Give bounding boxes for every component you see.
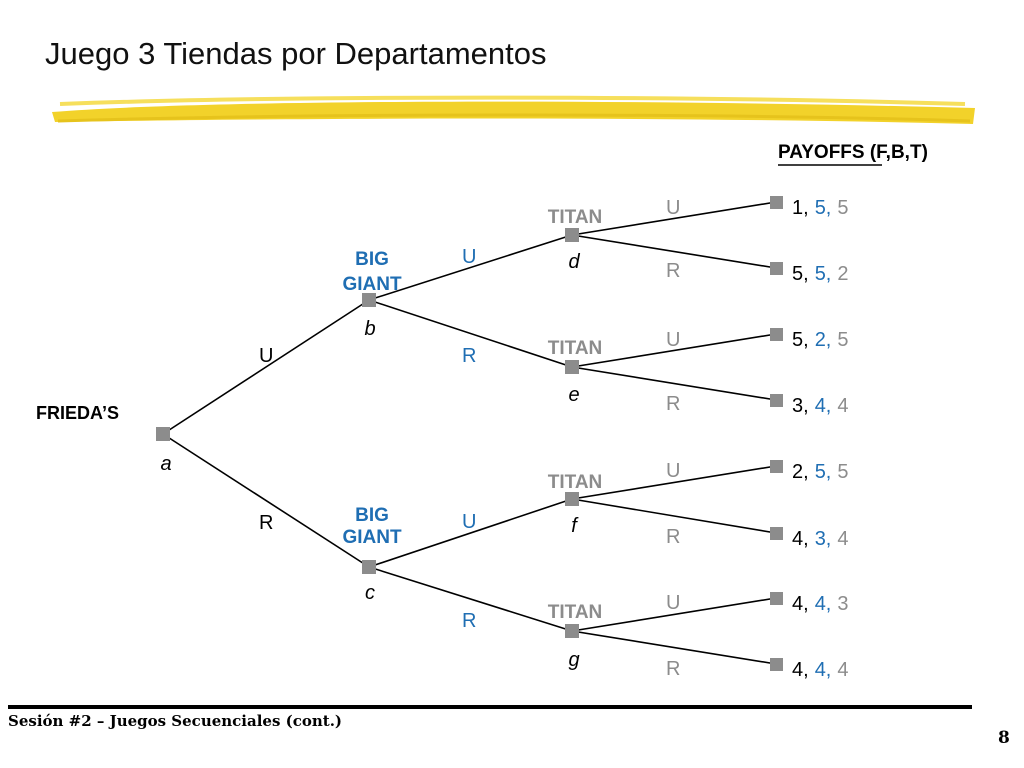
player-label-titan-e: TITAN bbox=[548, 338, 603, 359]
edge-g-t8 bbox=[571, 630, 777, 665]
player-label-big-giant-b-line2: GIANT bbox=[342, 274, 402, 295]
payoff-titan: 2 bbox=[837, 263, 848, 285]
payoff-frieda: 2, bbox=[792, 461, 809, 483]
edge-label-b-e: R bbox=[462, 345, 476, 367]
payoff-row: 3, 4, 4 bbox=[792, 395, 849, 417]
payoff-titan: 3 bbox=[837, 593, 848, 615]
player-label-big-giant-b-line1: BIG bbox=[355, 249, 389, 270]
payoff-big-giant: 4, bbox=[815, 659, 832, 681]
slide-title: Juego 3 Tiendas por Departamentos bbox=[45, 36, 547, 71]
edge-label-c-f: U bbox=[462, 511, 476, 533]
payoff-titan: 5 bbox=[837, 197, 848, 219]
edge-d-t2 bbox=[571, 234, 777, 269]
node-letter-g: g bbox=[568, 649, 579, 671]
player-label-titan-f: TITAN bbox=[548, 472, 603, 493]
terminal-node-1 bbox=[770, 196, 783, 209]
terminal-node-8 bbox=[770, 658, 783, 671]
node-letter-e: e bbox=[568, 384, 579, 406]
edge-c-f bbox=[368, 498, 573, 568]
node-b bbox=[362, 293, 376, 307]
terminal-node-5 bbox=[770, 460, 783, 473]
payoff-big-giant: 5, bbox=[815, 263, 832, 285]
payoff-big-giant: 4, bbox=[815, 593, 832, 615]
node-e bbox=[565, 360, 579, 374]
node-c bbox=[362, 560, 376, 574]
node-a bbox=[156, 427, 170, 441]
edge-label-c-g: R bbox=[462, 610, 476, 632]
node-letter-f: f bbox=[571, 515, 579, 537]
edge-label-e-1: U bbox=[666, 329, 680, 351]
node-letter-a: a bbox=[160, 453, 171, 475]
page-number: 8 bbox=[998, 728, 1010, 748]
node-g bbox=[565, 624, 579, 638]
node-letter-d: d bbox=[568, 251, 580, 273]
payoff-row: 2, 5, 5 bbox=[792, 461, 849, 483]
terminal-node-7 bbox=[770, 592, 783, 605]
edge-label-d-1: U bbox=[666, 197, 680, 219]
payoff-big-giant: 3, bbox=[815, 528, 832, 550]
payoff-big-giant: 2, bbox=[815, 329, 832, 351]
edge-label-f-2: R bbox=[666, 526, 680, 548]
edge-b-d bbox=[368, 234, 573, 301]
edge-label-g-2: R bbox=[666, 658, 680, 680]
payoff-frieda: 4, bbox=[792, 659, 809, 681]
payoff-big-giant: 4, bbox=[815, 395, 832, 417]
payoff-row: 5, 2, 5 bbox=[792, 329, 849, 351]
terminal-node-6 bbox=[770, 527, 783, 540]
payoffs-header: PAYOFFS (F,B,T) bbox=[778, 142, 928, 163]
player-label-titan-d: TITAN bbox=[548, 207, 603, 228]
payoff-row: 4, 4, 4 bbox=[792, 659, 849, 681]
node-letter-c: c bbox=[365, 582, 375, 604]
payoff-frieda: 4, bbox=[792, 528, 809, 550]
node-d bbox=[565, 228, 579, 242]
payoff-frieda: 5, bbox=[792, 263, 809, 285]
title-underline-stripe bbox=[52, 95, 975, 124]
edge-d-t1 bbox=[571, 201, 777, 236]
terminal-node-2 bbox=[770, 262, 783, 275]
player-label-big-giant-c-line2: GIANT bbox=[342, 527, 402, 548]
payoff-frieda: 5, bbox=[792, 329, 809, 351]
edge-label-g-1: U bbox=[666, 592, 680, 614]
edge-label-a-c: R bbox=[259, 512, 273, 534]
payoff-big-giant: 5, bbox=[815, 197, 832, 219]
payoff-titan: 4 bbox=[837, 659, 848, 681]
footer-rule bbox=[8, 705, 972, 709]
terminal-node-4 bbox=[770, 394, 783, 407]
payoff-row: 4, 3, 4 bbox=[792, 528, 849, 550]
edge-label-f-1: U bbox=[666, 460, 680, 482]
edge-e-t4 bbox=[571, 366, 777, 401]
edge-a-b bbox=[162, 299, 370, 435]
payoff-titan: 4 bbox=[837, 528, 848, 550]
payoff-frieda: 1, bbox=[792, 197, 809, 219]
footer-text: Sesión #2 – Juegos Secuenciales (cont.) bbox=[8, 712, 343, 730]
payoff-row: 5, 5, 2 bbox=[792, 263, 849, 285]
edge-c-g bbox=[368, 566, 573, 632]
terminal-node-3 bbox=[770, 328, 783, 341]
edge-label-b-d: U bbox=[462, 246, 476, 268]
edge-b-e bbox=[368, 299, 573, 368]
payoff-frieda: 4, bbox=[792, 593, 809, 615]
player-label-titan-g: TITAN bbox=[548, 602, 603, 623]
node-f bbox=[565, 492, 579, 506]
player-label-big-giant-c-line1: BIG bbox=[355, 505, 389, 526]
edge-f-t5 bbox=[571, 465, 777, 500]
payoff-titan: 5 bbox=[837, 329, 848, 351]
player-label-frieda: FRIEDA’S bbox=[36, 403, 119, 423]
payoff-titan: 4 bbox=[837, 395, 848, 417]
payoff-row: 4, 4, 3 bbox=[792, 593, 849, 615]
edge-e-t3 bbox=[571, 333, 777, 368]
payoff-frieda: 3, bbox=[792, 395, 809, 417]
payoff-titan: 5 bbox=[837, 461, 848, 483]
payoff-big-giant: 5, bbox=[815, 461, 832, 483]
edge-label-e-2: R bbox=[666, 393, 680, 415]
edge-f-t6 bbox=[571, 498, 777, 534]
node-letter-b: b bbox=[364, 318, 375, 340]
edge-a-c bbox=[162, 433, 370, 568]
edge-label-d-2: R bbox=[666, 260, 680, 282]
edge-g-t7 bbox=[571, 597, 777, 632]
game-tree: PAYOFFS (F,B,T) FRIEDA’S BIG GIANT BIG G… bbox=[36, 95, 975, 681]
payoff-row: 1, 5, 5 bbox=[792, 197, 849, 219]
edge-label-a-b: U bbox=[259, 345, 273, 367]
